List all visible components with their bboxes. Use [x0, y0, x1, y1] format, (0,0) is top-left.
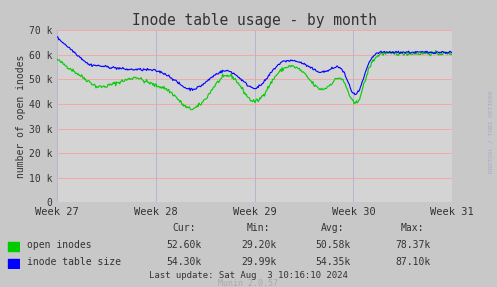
Text: 87.10k: 87.10k	[395, 257, 430, 267]
Y-axis label: number of open inodes: number of open inodes	[16, 55, 26, 178]
Text: 78.37k: 78.37k	[395, 240, 430, 250]
Bar	[8, 259, 19, 268]
Text: 54.30k: 54.30k	[166, 257, 201, 267]
Text: Min:: Min:	[247, 223, 270, 233]
Title: Inode table usage - by month: Inode table usage - by month	[132, 13, 377, 28]
Text: Avg:: Avg:	[321, 223, 345, 233]
Text: Munin 2.0.57: Munin 2.0.57	[219, 279, 278, 287]
Text: 50.58k: 50.58k	[316, 240, 350, 250]
Text: inode table size: inode table size	[27, 257, 121, 267]
Text: RRDTOOL / TOBI OETIKER: RRDTOOL / TOBI OETIKER	[489, 91, 494, 173]
Text: 29.20k: 29.20k	[241, 240, 276, 250]
Bar	[8, 242, 19, 251]
Text: Last update: Sat Aug  3 10:16:10 2024: Last update: Sat Aug 3 10:16:10 2024	[149, 271, 348, 280]
Text: 52.60k: 52.60k	[166, 240, 201, 250]
Text: 29.99k: 29.99k	[241, 257, 276, 267]
Text: 54.35k: 54.35k	[316, 257, 350, 267]
Text: Cur:: Cur:	[172, 223, 196, 233]
Text: Max:: Max:	[401, 223, 424, 233]
Text: open inodes: open inodes	[27, 240, 92, 250]
